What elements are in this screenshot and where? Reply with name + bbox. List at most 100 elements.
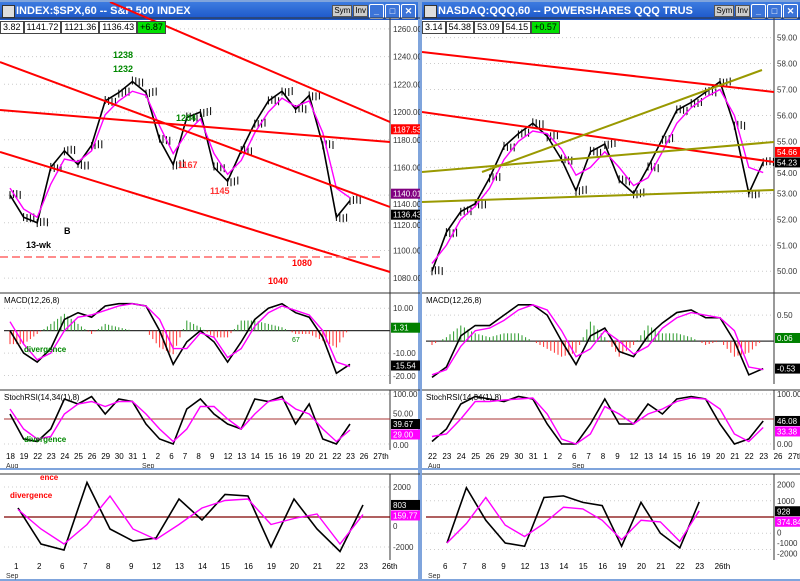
minimize-button[interactable]: _ [751,4,766,19]
qqq-ohlc-bar: 3.14 54.38 53.09 54.15 +0.57 [422,21,560,34]
last-value-badge [391,429,420,440]
last-value-badge [391,510,420,521]
ohlc-high: 1141.72 [23,21,62,34]
y-tick-label: 1220.00 [393,80,420,89]
series-signal [446,496,700,544]
y-tick-label: 1240.00 [393,53,420,62]
last-value-text: 928 [777,507,791,516]
y-tick-label: 1100.00 [393,246,420,255]
ohlc-open: 3.14 [422,21,446,34]
last-value-badge [775,332,800,343]
x-tick-label: 29 [101,452,110,461]
x-tick-label: 23 [359,562,368,571]
x-tick-label: 21 [319,452,328,461]
annotation-label: 1238 [113,50,133,60]
panel-title: MACD(12,26,8) [426,296,482,305]
ohlc-change: +0.57 [531,21,560,34]
sym-button[interactable]: Sym [714,5,735,17]
ohlc-high: 54.38 [445,21,475,34]
x-tick-label: 23 [695,562,704,571]
series-price [431,80,764,272]
last-value-text: 1187.53 [393,125,420,134]
last-value-text: 33.38 [777,427,798,436]
x-tick-label: 6 [572,452,577,461]
x-tick-label: 20 [290,562,299,571]
x-tick-label: 7 [462,562,467,571]
x-tick-label: 15 [673,452,682,461]
last-value-badge [775,426,800,437]
x-tick-label: 20 [716,452,725,461]
ohlc-close: 1136.43 [99,21,138,34]
qqq-lower-window[interactable]: 2000 1000 0 -1000 -2000 928 374.84 6 7 8 9 12 13 14 15… [420,468,800,581]
x-tick-label: 9 [615,452,620,461]
qqq-title-bar[interactable]: NASDAQ:QQQ,60 -- POWERSHARES QQQ TRUS Sy… [422,2,800,20]
qqq-chart-canvas[interactable]: 59.00 58.00 57.00 56.00 55.00 54.00 53.00 52.00… [422,2,800,470]
y-tick-label: 1260.00 [393,25,420,34]
series-signal [431,304,764,376]
sym-button[interactable]: Sym [332,5,353,17]
y-tick-label: 53.00 [777,189,798,198]
spx-lower-window[interactable]: 2000 0 -2000 803 159.77 1 2 6 7 8 9 12 13 14 15 16 19 20 2… [0,468,420,581]
divergence-label: divergence [24,435,67,444]
inv-button[interactable]: Inv [735,5,750,17]
y-tick-label: 1180.00 [393,136,420,145]
last-value-badge [775,506,800,517]
y-tick-label: 1120.00 [393,221,420,230]
x-month-label: Sep [428,573,441,580]
x-tick-label: 9 [129,562,134,571]
x-tick-label: 16 [598,562,607,571]
last-value-text: 39.67 [393,420,414,429]
x-tick-label: 20 [637,562,646,571]
spx-title-bar[interactable]: INDEX:$SPX,60 -- S&P 500 INDEX Sym Inv _ □ ✕ [0,2,418,20]
series-ma [9,90,351,219]
ohlc-close: 54.15 [502,21,532,34]
y-tick-label: 2000 [777,481,795,490]
qqq-lower-canvas[interactable]: 2000 1000 0 -1000-2000 928 374.84 6 7 8 9 12 13 14 15… [422,470,800,581]
x-tick-label: 6 [443,562,448,571]
y-tick-label: 57.00 [777,86,798,95]
y-tick-label: 1140.00 [393,200,420,209]
ohlc-change: +6.87 [137,21,166,34]
x-tick-label: 9 [210,452,215,461]
y-tick-label: -10.00 [393,349,416,358]
red-channel-line [0,151,391,273]
series-ma [431,88,764,264]
qqq-chart-window[interactable]: NASDAQ:QQQ,60 -- POWERSHARES QQQ TRUS Sy… [420,0,800,470]
x-tick-label: 15 [264,452,273,461]
series-price [9,80,351,224]
y-tick-label: 55.00 [777,137,798,146]
annotation-label: B [64,226,71,236]
x-tick-label: 19 [292,452,301,461]
last-value-text: 0.06 [777,334,793,343]
series-macd [431,303,764,379]
channel-line [422,141,775,173]
y-tick-label: 50.00 [777,267,798,276]
annotation-label: 1145 [210,186,230,196]
x-month-label: Aug [428,463,441,470]
spx-chart-window[interactable]: INDEX:$SPX,60 -- S&P 500 INDEX Sym Inv _ □ ✕… [0,0,420,470]
x-tick-label: 23 [442,452,451,461]
spx-chart-canvas[interactable]: 1260.001240.001220.001200.001180.001160.… [0,2,420,470]
y-tick-label: 1160.00 [393,163,420,172]
channel-line [481,69,763,173]
close-button[interactable]: ✕ [401,4,416,19]
inv-button[interactable]: Inv [353,5,368,17]
last-value-text: -15.54 [393,362,416,371]
x-tick-label: 8 [601,452,606,461]
x-tick-label: 14 [559,562,568,571]
x-tick-label: 30 [514,452,523,461]
last-value-text: 1136.43 [393,211,420,220]
annotation-label: 1204 [176,113,196,123]
x-tick-label: 31 [128,452,137,461]
last-value-badge [391,322,420,333]
series-osc [17,480,364,553]
x-tick-label: 19 [618,562,627,571]
x-tick-label: 24 [457,452,466,461]
last-value-badge [775,363,800,374]
series-signal [9,303,351,368]
channel-line [422,189,775,203]
x-tick-label: 13 [644,452,653,461]
series-osc [446,485,700,550]
annotation-label: 1167 [178,160,198,170]
